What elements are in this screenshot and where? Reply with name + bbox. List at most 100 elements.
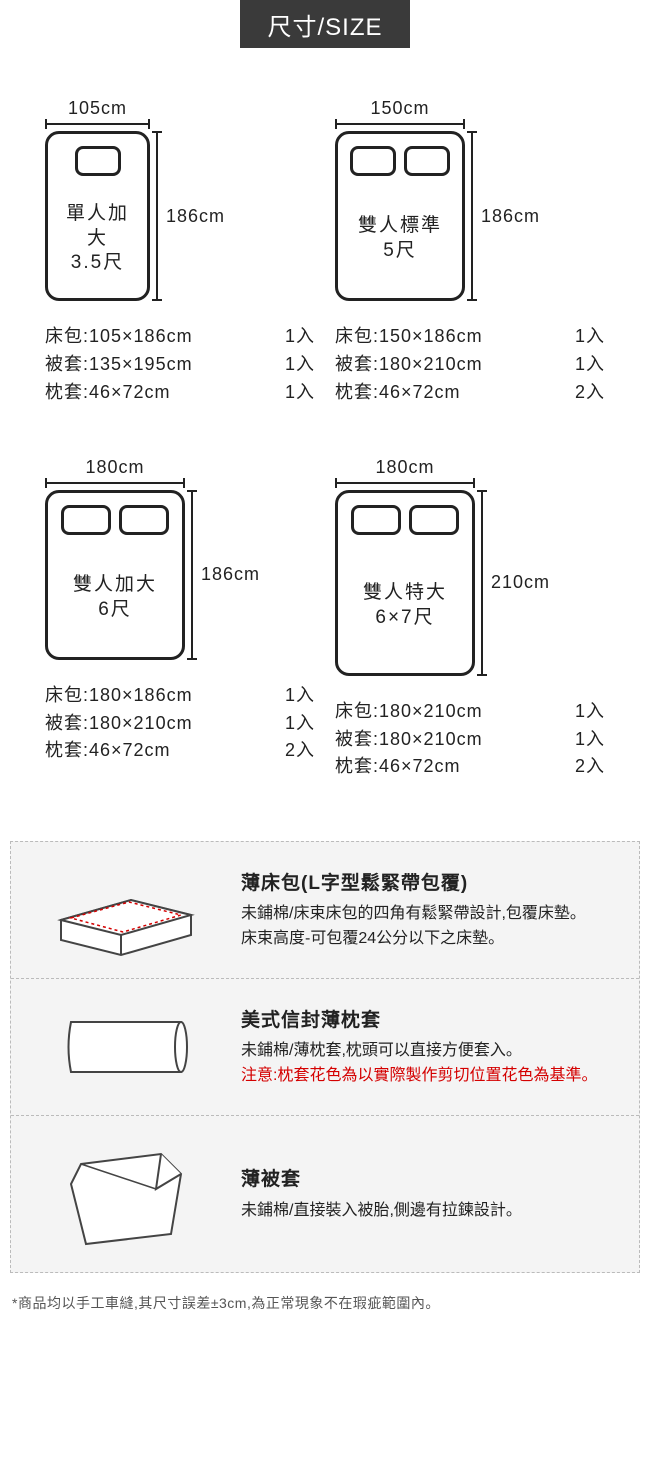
description-body-line: 未鋪棉/直接裝入被胎,側邊有拉鍊設計。	[241, 1199, 619, 1224]
bed-diagram: 雙人特大6×7尺	[335, 490, 475, 676]
spec-row: 被套:180×210cm1入	[335, 351, 605, 379]
size-card: 105cm 單人加大3.5尺 186cm 床包:105×186cm1入被套:135×1…	[45, 98, 315, 407]
height-label: 186cm	[201, 564, 260, 585]
description-title: 薄床包(L字型鬆緊帶包覆)	[241, 869, 619, 898]
description-title: 美式信封薄枕套	[241, 1006, 619, 1035]
bed-diagram: 單人加大3.5尺	[45, 131, 150, 301]
width-rule	[45, 123, 150, 125]
spec-dim: 床包:150×186cm	[335, 323, 565, 351]
bed-subname: 6尺	[73, 598, 157, 623]
description-text: 美式信封薄枕套未鋪棉/薄枕套,枕頭可以直接方便套入。注意:枕套花色為以實際製作剪…	[241, 1006, 619, 1089]
height-rule	[471, 131, 473, 301]
description-text: 薄被套未鋪棉/直接裝入被胎,側邊有拉鍊設計。	[241, 1165, 619, 1223]
size-card: 180cm 雙人特大6×7尺 210cm 床包:180×210cm1入被套:180×2…	[335, 457, 605, 782]
spec-qty: 1入	[275, 351, 315, 379]
description-section: 薄床包(L字型鬆緊帶包覆) 未鋪棉/床束床包的四角有鬆緊帶設計,包覆床墊。床束高度…	[10, 841, 640, 1273]
footnote: *商品均以手工車縫,其尺寸誤差±3cm,為正常現象不在瑕疵範圍內。	[0, 1283, 650, 1327]
width-label: 180cm	[45, 457, 185, 478]
pillow-icon	[75, 146, 121, 176]
spec-dim: 被套:135×195cm	[45, 351, 275, 379]
spec-row: 被套:180×210cm1入	[335, 726, 605, 754]
size-card: 180cm 雙人加大6尺 186cm 床包:180×186cm1入被套:180×210…	[45, 457, 315, 782]
bed-name: 雙人特大	[363, 581, 447, 606]
description-body-line: 未鋪棉/床束床包的四角有鬆緊帶設計,包覆床墊。	[241, 902, 619, 927]
description-note: 注意:枕套花色為以實際製作剪切位置花色為基準。	[241, 1064, 619, 1089]
size-header-badge: 尺寸/SIZE	[240, 0, 410, 48]
pillow-icon	[351, 505, 401, 535]
spec-qty: 1入	[275, 682, 315, 710]
spec-dim: 床包:105×186cm	[45, 323, 275, 351]
bed-name: 單人加大	[58, 202, 137, 251]
description-text: 薄床包(L字型鬆緊帶包覆) 未鋪棉/床束床包的四角有鬆緊帶設計,包覆床墊。床束高度…	[241, 869, 619, 952]
bed-name: 雙人標準	[358, 214, 442, 239]
spec-row: 床包:150×186cm1入	[335, 323, 605, 351]
spec-row: 床包:105×186cm1入	[45, 323, 315, 351]
width-label: 150cm	[335, 98, 465, 119]
spec-dim: 枕套:46×72cm	[45, 737, 275, 765]
spec-qty: 2入	[275, 737, 315, 765]
spec-list: 床包:180×210cm1入被套:180×210cm1入枕套:46×72cm2入	[335, 698, 605, 782]
spec-dim: 被套:180×210cm	[335, 726, 565, 754]
height-label: 186cm	[166, 206, 225, 227]
width-rule	[45, 482, 185, 484]
spec-qty: 1入	[275, 710, 315, 738]
height-label: 186cm	[481, 206, 540, 227]
spec-dim: 床包:180×186cm	[45, 682, 275, 710]
bed-label: 雙人加大6尺	[73, 549, 157, 647]
description-body-line: 未鋪棉/薄枕套,枕頭可以直接方便套入。	[241, 1039, 619, 1064]
description-item: 薄床包(L字型鬆緊帶包覆) 未鋪棉/床束床包的四角有鬆緊帶設計,包覆床墊。床束高度…	[11, 842, 639, 979]
spec-row: 被套:180×210cm1入	[45, 710, 315, 738]
mattress-icon	[31, 860, 221, 960]
spec-row: 床包:180×210cm1入	[335, 698, 605, 726]
bed-name: 雙人加大	[73, 573, 157, 598]
size-card: 150cm 雙人標準5尺 186cm 床包:150×186cm1入被套:180×210…	[335, 98, 605, 407]
height-rule	[481, 490, 483, 676]
spec-list: 床包:180×186cm1入被套:180×210cm1入枕套:46×72cm2入	[45, 682, 315, 766]
width-label: 180cm	[335, 457, 475, 478]
bed-label: 雙人特大6×7尺	[363, 549, 447, 663]
spec-qty: 1入	[275, 323, 315, 351]
width-rule	[335, 482, 475, 484]
spec-list: 床包:150×186cm1入被套:180×210cm1入枕套:46×72cm2入	[335, 323, 605, 407]
spec-qty: 2入	[565, 379, 605, 407]
bed-diagram: 雙人標準5尺	[335, 131, 465, 301]
height-label: 210cm	[491, 572, 550, 593]
pillow-icon	[119, 505, 169, 535]
spec-row: 枕套:46×72cm2入	[45, 737, 315, 765]
spec-row: 枕套:46×72cm1入	[45, 379, 315, 407]
pillow-icon	[61, 505, 111, 535]
spec-row: 枕套:46×72cm2入	[335, 379, 605, 407]
bed-subname: 3.5尺	[58, 251, 137, 276]
description-item: 薄被套未鋪棉/直接裝入被胎,側邊有拉鍊設計。	[11, 1116, 639, 1272]
bed-label: 單人加大3.5尺	[58, 190, 137, 288]
bed-subname: 5尺	[358, 239, 442, 264]
spec-row: 被套:135×195cm1入	[45, 351, 315, 379]
width-label: 105cm	[45, 98, 150, 119]
height-rule	[191, 490, 193, 660]
spec-dim: 枕套:46×72cm	[335, 753, 565, 781]
spec-qty: 1入	[565, 698, 605, 726]
bed-subname: 6×7尺	[363, 606, 447, 631]
spec-dim: 床包:180×210cm	[335, 698, 565, 726]
bed-label: 雙人標準5尺	[358, 190, 442, 288]
pillow-icon	[409, 505, 459, 535]
height-rule	[156, 131, 158, 301]
description-body-line: 床束高度-可包覆24公分以下之床墊。	[241, 927, 619, 952]
description-item: 美式信封薄枕套未鋪棉/薄枕套,枕頭可以直接方便套入。注意:枕套花色為以實際製作剪…	[11, 979, 639, 1116]
spec-row: 床包:180×186cm1入	[45, 682, 315, 710]
description-title: 薄被套	[241, 1165, 619, 1194]
spec-dim: 枕套:46×72cm	[335, 379, 565, 407]
spec-dim: 被套:180×210cm	[335, 351, 565, 379]
spec-qty: 1入	[565, 351, 605, 379]
spec-qty: 1入	[275, 379, 315, 407]
pillow-icon	[350, 146, 396, 176]
bed-diagram: 雙人加大6尺	[45, 490, 185, 660]
spec-qty: 2入	[565, 753, 605, 781]
duvetcover-icon	[31, 1134, 221, 1254]
spec-dim: 被套:180×210cm	[45, 710, 275, 738]
spec-row: 枕套:46×72cm2入	[335, 753, 605, 781]
spec-dim: 枕套:46×72cm	[45, 379, 275, 407]
sizes-grid: 105cm單人加大3.5尺186cm床包:105×186cm1入被套:135×1…	[0, 98, 650, 821]
pillow-icon	[404, 146, 450, 176]
spec-qty: 1入	[565, 323, 605, 351]
